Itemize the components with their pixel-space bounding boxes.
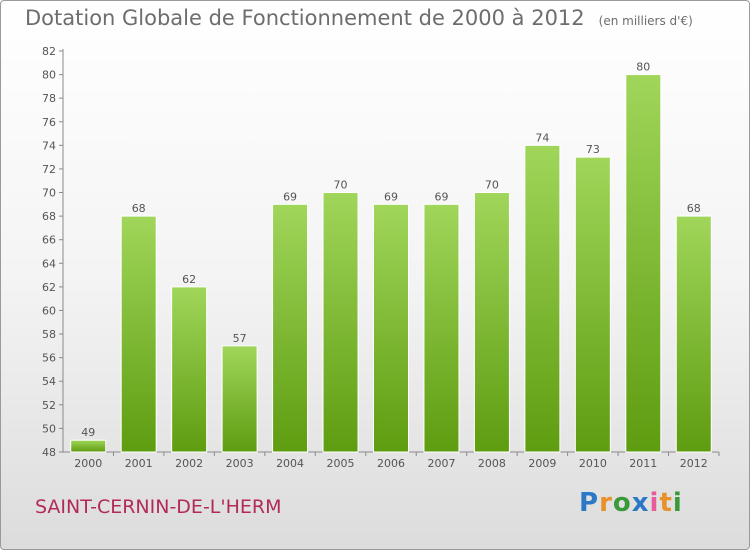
x-tick-label: 2004: [276, 457, 304, 470]
commune-name: SAINT-CERNIN-DE-L'HERM: [35, 496, 282, 518]
logo-letter: i: [649, 488, 660, 518]
chart-title: Dotation Globale de Fonctionnement de 20…: [25, 6, 693, 30]
y-tick-label: 68: [42, 210, 56, 223]
bar-value-label: 69: [434, 190, 448, 203]
x-tick-label: 2005: [327, 457, 355, 470]
chart-title-main: Dotation Globale de Fonctionnement de 20…: [25, 6, 585, 30]
x-tick-label: 2002: [175, 457, 203, 470]
x-tick-label: 2008: [478, 457, 506, 470]
logo-letter: i: [672, 488, 683, 518]
bar: [625, 74, 662, 453]
bar: [70, 439, 107, 453]
y-tick-label: 66: [42, 234, 56, 247]
bar-value-label: 68: [132, 202, 146, 215]
x-tick-label: 2007: [427, 457, 455, 470]
y-tick-label: 64: [42, 257, 56, 270]
bar: [373, 203, 409, 453]
x-tick-label: 2006: [377, 457, 405, 470]
bar-value-label: 49: [81, 426, 95, 439]
bar-value-label: 70: [334, 179, 348, 192]
x-tick-label: 2003: [226, 457, 254, 470]
y-tick-label: 52: [42, 399, 56, 412]
x-tick-label: 2009: [528, 457, 556, 470]
logo-letter: t: [659, 488, 673, 518]
y-tick-label: 56: [42, 352, 56, 365]
y-tick-label: 60: [42, 304, 56, 317]
bar: [473, 192, 510, 453]
y-tick-label: 82: [42, 45, 56, 58]
x-tick-label: 2010: [579, 457, 607, 470]
bar-value-label: 80: [636, 61, 650, 74]
x-tick-label: 2000: [74, 457, 102, 470]
y-tick-label: 74: [42, 139, 56, 152]
y-tick-label: 76: [42, 116, 56, 129]
logo-letter: o: [612, 488, 632, 518]
proxiti-logo: Proxiti: [579, 488, 683, 518]
bar: [272, 203, 309, 453]
x-tick-label: 2011: [629, 457, 657, 470]
x-tick-label: 2012: [680, 457, 708, 470]
y-tick-label: 58: [42, 328, 56, 341]
bar: [423, 203, 460, 453]
bar: [120, 215, 157, 453]
bar: [322, 192, 359, 453]
bar: [675, 215, 712, 453]
bar: [221, 345, 258, 453]
y-tick-label: 62: [42, 281, 56, 294]
x-tick-label: 2001: [125, 457, 153, 470]
bar-value-label: 57: [233, 332, 247, 345]
bar-value-label: 69: [283, 190, 297, 203]
bar-value-label: 73: [586, 143, 600, 156]
y-tick-label: 80: [42, 69, 56, 82]
bar-value-label: 69: [384, 190, 398, 203]
y-tick-label: 48: [42, 446, 56, 459]
bar: [171, 286, 208, 453]
y-tick-label: 70: [42, 187, 56, 200]
y-tick-label: 50: [42, 422, 56, 435]
logo-letter: P: [579, 488, 600, 518]
bar-value-label: 74: [535, 131, 549, 144]
bar-value-label: 68: [687, 202, 701, 215]
bar-value-label: 70: [485, 179, 499, 192]
bar-value-label: 62: [182, 273, 196, 286]
bar: [524, 144, 561, 453]
y-tick-label: 54: [42, 375, 56, 388]
logo-letter: r: [599, 488, 613, 518]
logo-letter: x: [631, 488, 650, 518]
y-tick-label: 72: [42, 163, 56, 176]
bar: [574, 156, 611, 453]
chart-unit: (en milliers d'€): [598, 14, 693, 28]
y-tick-label: 78: [42, 92, 56, 105]
